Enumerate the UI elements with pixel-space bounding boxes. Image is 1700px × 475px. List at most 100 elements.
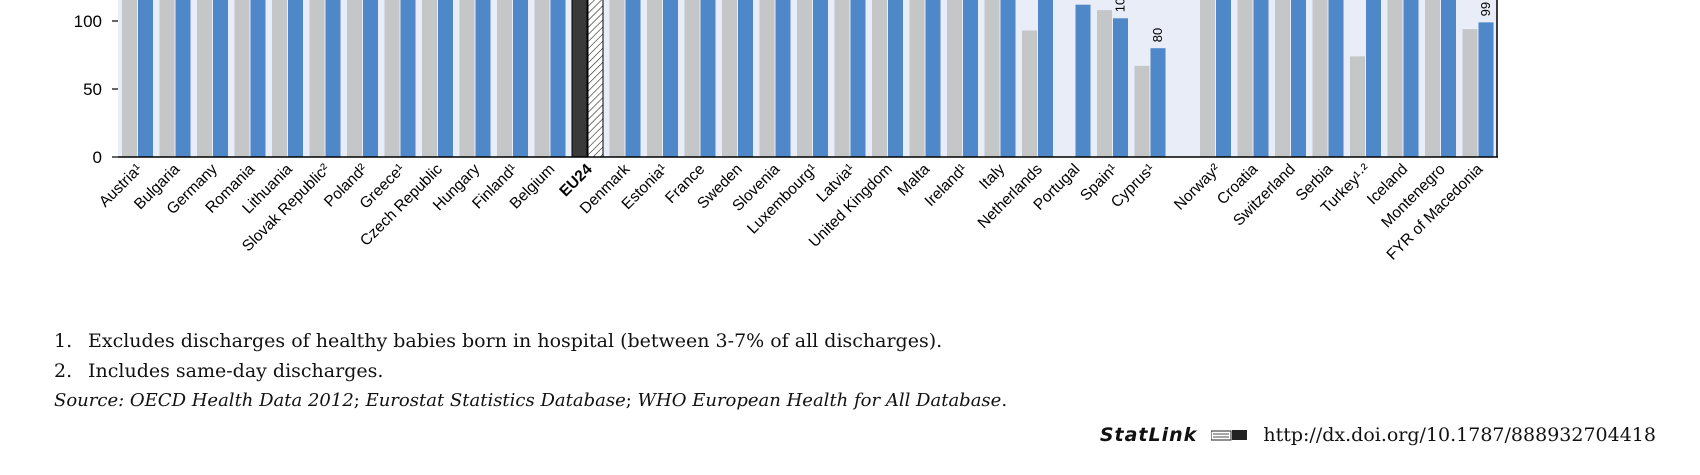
bar-series-0 [422,0,437,157]
bar-series-0 [1425,0,1440,157]
bar-series-1 [663,0,678,157]
bar-series-1 [813,0,828,157]
bar-series-1 [138,0,153,157]
x-tick-label: Ireland¹ [922,161,971,210]
bar-series-1 [550,0,566,157]
source-separator: ; [353,390,366,411]
bar-series-1 [775,0,791,157]
x-axis-labels: Austria¹BulgariaGermanyRomaniaLithuaniaS… [96,161,1487,264]
bar-series-0 [984,0,1000,157]
source-end: . [1001,390,1008,411]
footnote-number: 1. [54,330,73,352]
bar-series-0 [1022,30,1037,157]
bar-series-0 [1462,29,1478,157]
source-separator: ; [625,390,638,411]
y-tick-label: 100 [74,12,102,31]
bar-series-0 [609,0,625,157]
statlink-logo-icon [1210,425,1249,447]
bar-series-1 [1000,0,1016,157]
footnote-text: Excludes discharges of healthy babies bo… [88,330,943,352]
source-note: Source: OECD Health Data 2012; Eurostat … [54,386,1007,416]
y-tick-label: 50 [83,80,102,99]
footnote-1: 1. Excludes discharges of healthy babies … [54,326,1007,356]
bar-series-0 [197,0,212,157]
bar-series-1 [1478,22,1494,157]
source-name: WHO European Health for All Database [637,390,1002,411]
bar-series-1 [475,0,491,157]
bar-series-1 [925,0,941,157]
bar-series-1 [1291,0,1306,157]
bar-series-0 [1387,0,1403,157]
x-tick-label: Norway² [1171,161,1224,214]
bar-series-1 [888,0,903,157]
bar-series-0 [1350,56,1365,157]
bars [122,0,1494,158]
bar-series-0 [872,0,887,157]
eu24-bar [571,0,588,158]
bar-series-0 [122,0,137,157]
bar-series-0 [1275,0,1290,157]
bar-series-0 [272,0,287,157]
bar-series-1 [1253,0,1269,157]
bar-series-0 [947,0,962,157]
bar-series-0 [1312,0,1328,157]
statlink-url[interactable]: http://dx.doi.org/10.1787/888932704418 [1263,424,1656,446]
bar-series-0 [909,0,925,157]
bar-series-1 [850,0,866,157]
bar-series-1 [700,0,716,157]
bar-series-0 [1237,0,1253,157]
bar-series-1 [1216,0,1231,157]
x-tick-label: Italy [976,161,1008,193]
bar-series-1 [1150,48,1166,158]
bar-series-1 [175,0,191,157]
bar-series-1 [738,0,753,157]
bar-series-0 [497,0,512,157]
bar-series-0 [384,0,400,157]
bar-series-1 [1403,0,1419,157]
footnote-2: 2. Includes same-day discharges. [54,356,1007,386]
bar-series-1 [325,0,341,157]
bar-series-1 [438,0,453,157]
bar-series-0 [1200,0,1215,157]
data-label: 80 [1150,28,1165,42]
bar-series-1 [400,0,416,157]
bar-series-0 [759,0,775,157]
bar-series-0 [722,0,737,157]
eu24-bar [587,0,604,158]
data-label: 99 [1478,2,1493,16]
source-label: Source: [54,390,125,411]
bar-series-1 [1328,0,1344,157]
bar-series-1 [1366,0,1381,157]
bar-series-0 [309,0,325,157]
source-name: OECD Health Data 2012 [129,390,354,411]
bar-series-1 [250,0,266,157]
bar-series-0 [1134,65,1150,157]
y-axis: 0 50 100 [74,12,118,167]
bar-series-0 [234,0,250,157]
bar-chart: 0 50 100 10 80 99 Austria¹BulgariaGermanyRom… [74,0,1498,264]
bar-series-0 [159,0,175,157]
bar-series-1 [288,0,303,157]
source-name: Eurostat Statistics Database [365,390,626,411]
data-label: 10 [1113,0,1128,12]
footnote-number: 2. [54,360,73,382]
bar-series-1 [1038,0,1053,157]
bar-series-1 [363,0,378,157]
bar-series-0 [534,0,550,157]
bar-series-0 [834,0,850,157]
bar-series-0 [684,0,700,157]
bar-series-1 [213,0,228,157]
bar-series-1 [625,0,641,157]
bar-series-1 [1075,4,1091,158]
bar-series-0 [647,0,662,157]
chart-notes: 1. Excludes discharges of healthy babies … [54,326,1007,416]
statlink-line: StatLink http://dx.doi.org/10.1787/88893… [1100,424,1656,447]
bar-series-0 [1097,10,1112,158]
bar-series-1 [1441,0,1456,157]
bar-series-1 [1113,18,1128,158]
footnote-text: Includes same-day discharges. [88,360,384,382]
bar-series-1 [513,0,528,157]
statlink-brand: StatLink [1099,424,1198,446]
y-tick-label: 0 [93,148,102,167]
bar-series-1 [963,0,978,157]
